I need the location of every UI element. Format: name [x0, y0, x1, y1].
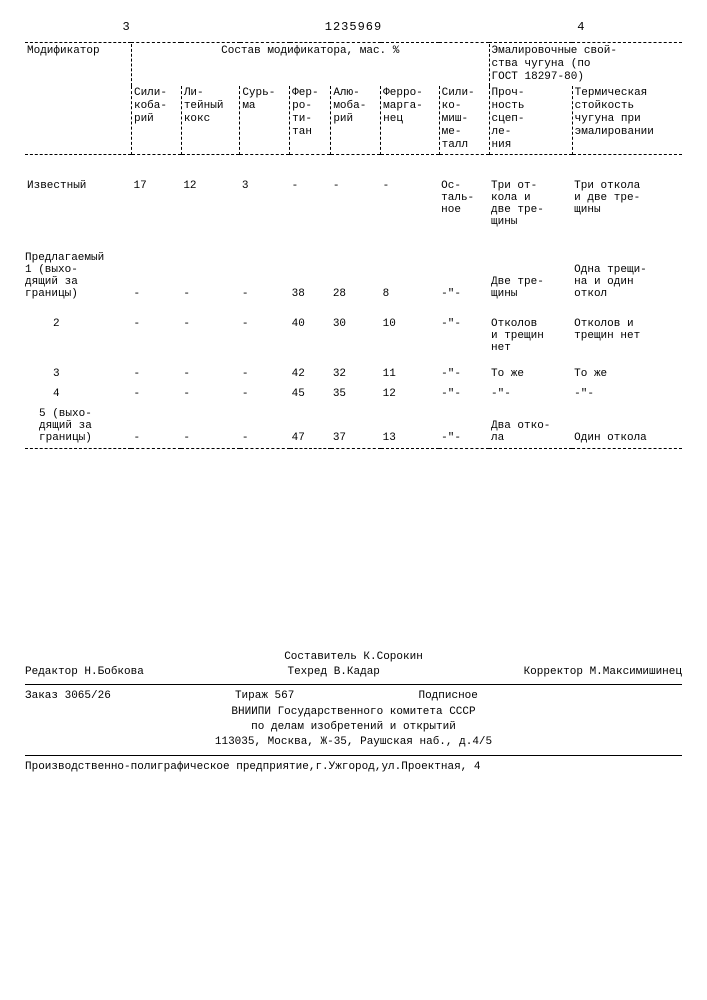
cell: -"- — [441, 288, 461, 300]
col-enameling: Эмалировочные свой- ства чугуна (по ГОСТ… — [489, 44, 682, 86]
cell: 17 — [133, 180, 146, 192]
address: 113035, Москва, Ж-35, Раушская наб., д.4… — [25, 735, 682, 750]
cell: 47 — [292, 432, 305, 444]
page-header: 3 1235969 4 — [25, 20, 682, 34]
cell: 12 — [183, 180, 196, 192]
cell: 3 — [242, 180, 249, 192]
cell: Отколов и трещин нет — [491, 318, 544, 354]
table-row: Известный 17 12 3 - - - Ос- таль- ное Тр… — [25, 176, 682, 232]
cell: 13 — [383, 432, 396, 444]
cell: Предлагаемый 1 (выхо- дящий за границы) — [25, 252, 104, 300]
cell: - — [133, 318, 140, 330]
col-c9: Термическая стойкость чугуна при эмалиро… — [572, 86, 682, 154]
cell: То же — [491, 368, 524, 380]
cell: Ос- таль- ное — [441, 180, 474, 216]
cell: - — [133, 288, 140, 300]
cell: 28 — [333, 288, 346, 300]
cell: - — [242, 432, 249, 444]
cell: -"- — [441, 318, 461, 330]
cell: Известный — [27, 180, 86, 192]
cell: - — [183, 318, 190, 330]
cell: Два отко- ла — [491, 420, 550, 444]
table-row: Предлагаемый 1 (выхо- дящий за границы) … — [25, 248, 682, 304]
order: Заказ 3065/26 — [25, 689, 111, 704]
techred: Техред В.Кадар — [287, 665, 379, 680]
cell: 35 — [333, 388, 346, 400]
cell: - — [183, 288, 190, 300]
corrector: Корректор М.Максимишинец — [524, 665, 682, 680]
org2: по делам изобретений и открытий — [25, 720, 682, 735]
col-c2: Ли- тейный кокс — [181, 86, 239, 154]
cell: - — [242, 368, 249, 380]
cell: - — [242, 388, 249, 400]
col-c1: Сили- коба- рий — [131, 86, 181, 154]
col-c6: Ферро- марга- нец — [381, 86, 439, 154]
table-row: 2 - - - 40 30 10 -"- Отколов и трещин не… — [25, 314, 682, 358]
cell: - — [133, 432, 140, 444]
col-c5: Алю- моба- рий — [331, 86, 381, 154]
cell: 32 — [333, 368, 346, 380]
cell: 11 — [383, 368, 396, 380]
cell: - — [183, 368, 190, 380]
col-right-number: 4 — [577, 20, 584, 34]
data-table: Модификатор Состав модификатора, мас. % … — [25, 42, 682, 450]
compiler-line: Составитель К.Сорокин — [25, 650, 682, 665]
cell: 30 — [333, 318, 346, 330]
cell: Одна трещи- на и один откол — [574, 264, 647, 300]
cell: - — [242, 318, 249, 330]
col-modifier: Модификатор — [25, 44, 131, 154]
cell: - — [242, 288, 249, 300]
cell: Один откола — [574, 432, 647, 444]
tirazh: Тираж 567 — [235, 689, 294, 704]
cell: 40 — [292, 318, 305, 330]
cell: - — [133, 388, 140, 400]
cell: 8 — [383, 288, 390, 300]
cell: Отколов и трещин нет — [574, 318, 640, 342]
org1: ВНИИПИ Государственного комитета СССР — [25, 705, 682, 720]
cell: -"- — [441, 388, 461, 400]
cell: 2 — [53, 318, 60, 330]
cell: -"- — [441, 368, 461, 380]
cell: То же — [574, 368, 607, 380]
cell: 38 — [292, 288, 305, 300]
imprint-footer: Составитель К.Сорокин Редактор Н.Бобкова… — [25, 650, 682, 776]
printer: Производственно-полиграфическое предприя… — [25, 760, 682, 775]
table-row: 3 - - - 42 32 11 -"- То же То же — [25, 364, 682, 384]
col-composition: Состав модификатора, мас. % — [131, 44, 489, 86]
cell: - — [333, 180, 340, 192]
cell: 3 — [53, 368, 60, 380]
cell: - — [383, 180, 390, 192]
cell: 5 (выхо- дящий за границы) — [39, 408, 92, 444]
cell: 37 — [333, 432, 346, 444]
cell: 4 — [53, 388, 60, 400]
cell: 45 — [292, 388, 305, 400]
table-row: 5 (выхо- дящий за границы) - - - 47 37 1… — [25, 404, 682, 449]
cell: 10 — [383, 318, 396, 330]
cell: Две тре- щины — [491, 276, 544, 300]
cell: -"- — [491, 388, 511, 400]
col-c7: Сили- ко- миш- ме- талл — [439, 86, 489, 154]
cell: - — [292, 180, 299, 192]
col-left-number: 3 — [123, 20, 130, 34]
cell: - — [133, 368, 140, 380]
col-c8: Проч- ность сцеп- ле- ния — [489, 86, 572, 154]
cell: -"- — [574, 388, 594, 400]
table-row: 4 - - - 45 35 12 -"- -"- -"- — [25, 384, 682, 404]
cell: - — [183, 388, 190, 400]
cell: Три откола и две тре- щины — [574, 180, 640, 216]
cell: Три от- кола и две тре- щины — [491, 180, 544, 228]
signed: Подписное — [418, 689, 477, 704]
cell: 42 — [292, 368, 305, 380]
cell: - — [183, 432, 190, 444]
cell: -"- — [441, 432, 461, 444]
cell: 12 — [383, 388, 396, 400]
patent-number: 1235969 — [325, 20, 382, 34]
col-c3: Сурь- ма — [240, 86, 290, 154]
col-c4: Фер- ро- ти- тан — [290, 86, 331, 154]
editor: Редактор Н.Бобкова — [25, 665, 144, 680]
